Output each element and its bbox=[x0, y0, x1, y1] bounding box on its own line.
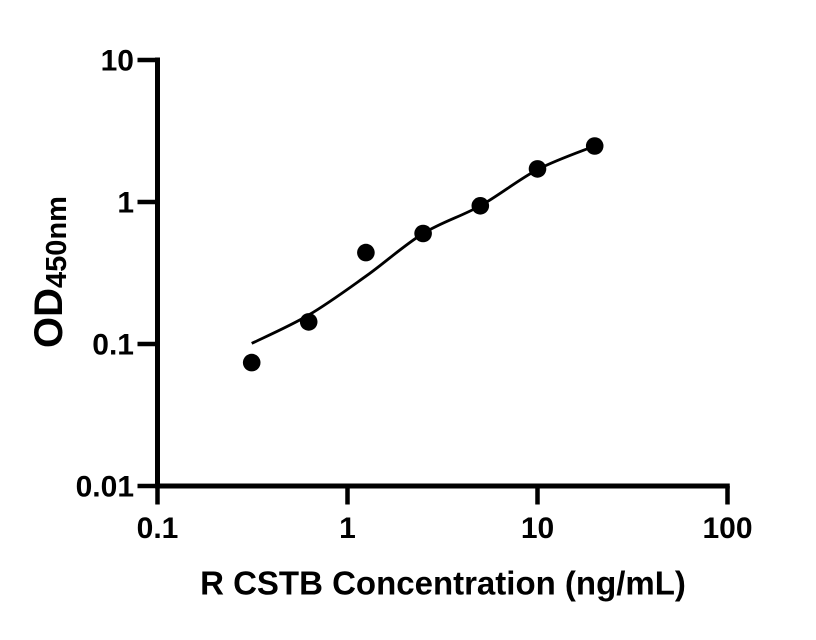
y-tick-label: 0.01 bbox=[76, 471, 134, 504]
x-tick-label: 1 bbox=[339, 512, 356, 545]
data-point-marker bbox=[414, 224, 432, 243]
fit-curve-line bbox=[251, 144, 596, 345]
x-tick-label: 100 bbox=[702, 512, 752, 545]
y-tick-label: 0.1 bbox=[92, 329, 134, 362]
data-point-marker bbox=[242, 353, 261, 372]
x-tick-label: 0.1 bbox=[137, 512, 179, 545]
data-point-marker bbox=[528, 160, 547, 178]
data-point-marker bbox=[585, 137, 604, 155]
y-axis-title-subscript: 450nm bbox=[41, 196, 73, 288]
y-tick-label: 1 bbox=[117, 187, 134, 220]
x-axis-title: R CSTB Concentration (ng/mL) bbox=[200, 564, 686, 602]
y-tick-label: 10 bbox=[101, 45, 134, 78]
data-point-marker bbox=[299, 313, 318, 331]
data-point-marker bbox=[471, 197, 490, 215]
y-axis-title: OD450nm bbox=[27, 196, 73, 348]
y-axis-title-main: OD bbox=[27, 287, 71, 348]
x-tick-label: 10 bbox=[521, 512, 554, 545]
data-point-marker bbox=[357, 243, 375, 262]
